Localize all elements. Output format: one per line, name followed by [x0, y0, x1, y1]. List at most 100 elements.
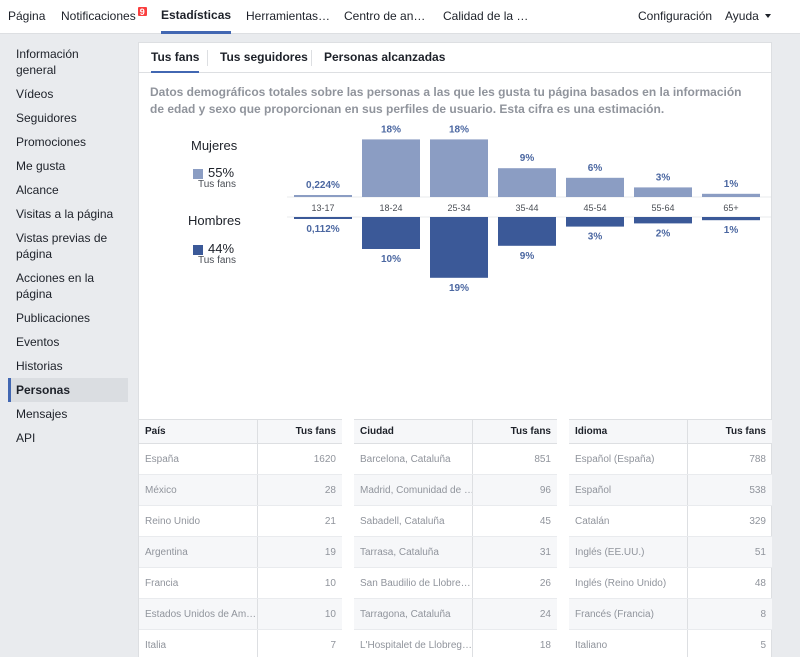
column-divider — [687, 506, 688, 536]
nav-centro-anuncios[interactable]: Centro de an… — [344, 0, 425, 34]
age-tick-label: 65+ — [723, 203, 738, 213]
women-title: Mujeres — [191, 138, 238, 153]
column-divider — [472, 599, 473, 629]
women-subtitle: Tus fans — [198, 179, 236, 190]
sidebar-item-informacion-general[interactable]: Información general — [16, 47, 79, 77]
column-header[interactable]: Tus fans — [510, 426, 551, 437]
column-divider — [687, 568, 688, 598]
data-label-men: 0,112% — [306, 224, 339, 235]
tab-separator — [207, 50, 208, 66]
row-value: 329 — [749, 516, 766, 527]
data-label-women: 9% — [520, 153, 535, 164]
sidebar-item-seguidores[interactable]: Seguidores — [16, 111, 77, 125]
tab-tus-seguidores[interactable]: Tus seguidores — [220, 50, 308, 64]
bar-women-18-24 — [362, 139, 420, 197]
table-row: Tarrasa, Cataluña 31 — [354, 537, 557, 568]
table-row: Inglés (EE.UU.) 51 — [569, 537, 772, 568]
sidebar-item-eventos[interactable]: Eventos — [16, 335, 60, 349]
sidebar-item-acciones[interactable]: Acciones en la página — [16, 271, 95, 301]
sidebar-item-mensajes[interactable]: Mensajes — [16, 407, 68, 421]
sidebar-item-historias[interactable]: Historias — [16, 359, 63, 373]
column-header[interactable]: Tus fans — [295, 426, 336, 437]
column-header[interactable]: Idioma — [575, 426, 608, 437]
row-name: Barcelona, Cataluña — [360, 454, 451, 465]
row-value: 788 — [749, 454, 766, 465]
sidebar-item-personas[interactable]: Personas — [8, 378, 128, 402]
row-name: Madrid, Comunidad de … — [360, 485, 474, 496]
bar-women-45-54 — [566, 177, 624, 197]
sidebar-item-videos[interactable]: Vídeos — [16, 87, 54, 101]
column-divider — [472, 420, 473, 443]
nav-ayuda-label: Ayuda — [725, 9, 759, 23]
nav-configuracion[interactable]: Configuración — [638, 0, 712, 34]
table-row: Tarragona, Cataluña 24 — [354, 599, 557, 630]
column-divider — [257, 444, 258, 474]
city-table-header: Ciudad Tus fans — [354, 420, 557, 444]
sidebar-item-visitas[interactable]: Visitas a la página — [16, 207, 114, 221]
row-value: 48 — [754, 578, 766, 589]
column-divider — [687, 444, 688, 474]
table-row: Reino Unido 21 — [139, 506, 342, 537]
bar-women-25-34 — [430, 139, 488, 197]
column-header[interactable]: País — [145, 426, 166, 437]
top-navigation: Página Notificaciones 9 Estadísticas Herr… — [0, 0, 800, 34]
nav-pagina[interactable]: Página — [8, 0, 45, 34]
data-label-men: 3% — [588, 232, 603, 243]
sidebar-item-promociones[interactable]: Promociones — [16, 135, 87, 149]
nav-herramientas[interactable]: Herramientas… — [246, 0, 330, 34]
bar-women-13-17 — [294, 195, 352, 197]
age-tick-label: 25-34 — [447, 203, 470, 213]
column-divider — [687, 537, 688, 567]
sidebar-item-api[interactable]: API — [16, 431, 36, 445]
women-swatch — [193, 169, 203, 179]
row-value: 51 — [754, 547, 766, 558]
row-value: 7 — [330, 640, 336, 651]
tab-separator — [311, 50, 312, 66]
sidebar-item-me-gusta[interactable]: Me gusta — [16, 159, 66, 173]
table-row: Barcelona, Cataluña 851 — [354, 444, 557, 475]
bar-women-65+ — [702, 193, 760, 197]
nav-centro-label: Centro de an… — [344, 9, 426, 23]
nav-estadisticas[interactable]: Estadísticas — [161, 0, 232, 34]
row-name: Tarrasa, Cataluña — [360, 547, 439, 558]
country-table-header: País Tus fans — [139, 420, 342, 444]
table-row: Estados Unidos de Am… 10 — [139, 599, 342, 630]
row-value: 28 — [324, 485, 336, 496]
tab-tus-fans[interactable]: Tus fans — [151, 43, 200, 73]
column-divider — [257, 506, 258, 536]
column-divider — [472, 537, 473, 567]
row-name: España — [145, 454, 179, 465]
data-label-women: 6% — [588, 163, 603, 174]
bar-men-13-17 — [294, 217, 352, 219]
men-subtitle: Tus fans — [198, 255, 236, 266]
column-divider — [687, 420, 688, 443]
table-row: Italia 7 — [139, 630, 342, 657]
sidebar-item-alcance[interactable]: Alcance — [16, 183, 59, 197]
nav-ayuda[interactable]: Ayuda — [725, 0, 771, 34]
table-row: México 28 — [139, 475, 342, 506]
column-divider — [257, 537, 258, 567]
data-label-women: 18% — [381, 124, 401, 135]
bar-men-25-34 — [430, 217, 488, 278]
column-divider — [257, 420, 258, 443]
age-tick-label: 55-64 — [651, 203, 674, 213]
bar-men-18-24 — [362, 217, 420, 249]
sidebar-item-publicaciones[interactable]: Publicaciones — [16, 311, 91, 325]
men-percentage: 44% — [208, 241, 235, 256]
age-tick-label: 35-44 — [515, 203, 538, 213]
tab-personas-alcanzadas[interactable]: Personas alcanzadas — [324, 50, 446, 64]
column-divider — [472, 506, 473, 536]
data-label-men: 9% — [520, 251, 535, 262]
table-row: Inglés (Reino Unido) 48 — [569, 568, 772, 599]
column-header[interactable]: Ciudad — [360, 426, 394, 437]
nav-notificaciones[interactable]: Notificaciones 9 — [61, 0, 148, 34]
row-value: 21 — [324, 516, 336, 527]
row-value: 45 — [539, 516, 551, 527]
sidebar-item-vistas-previas[interactable]: Vistas previas de página — [16, 231, 108, 261]
row-value: 19 — [324, 547, 336, 558]
nav-calidad[interactable]: Calidad de la … — [443, 0, 528, 34]
data-label-women: 18% — [449, 124, 469, 135]
column-header[interactable]: Tus fans — [725, 426, 766, 437]
row-name: Italiano — [575, 640, 608, 651]
nav-pagina-label: Página — [8, 9, 46, 23]
